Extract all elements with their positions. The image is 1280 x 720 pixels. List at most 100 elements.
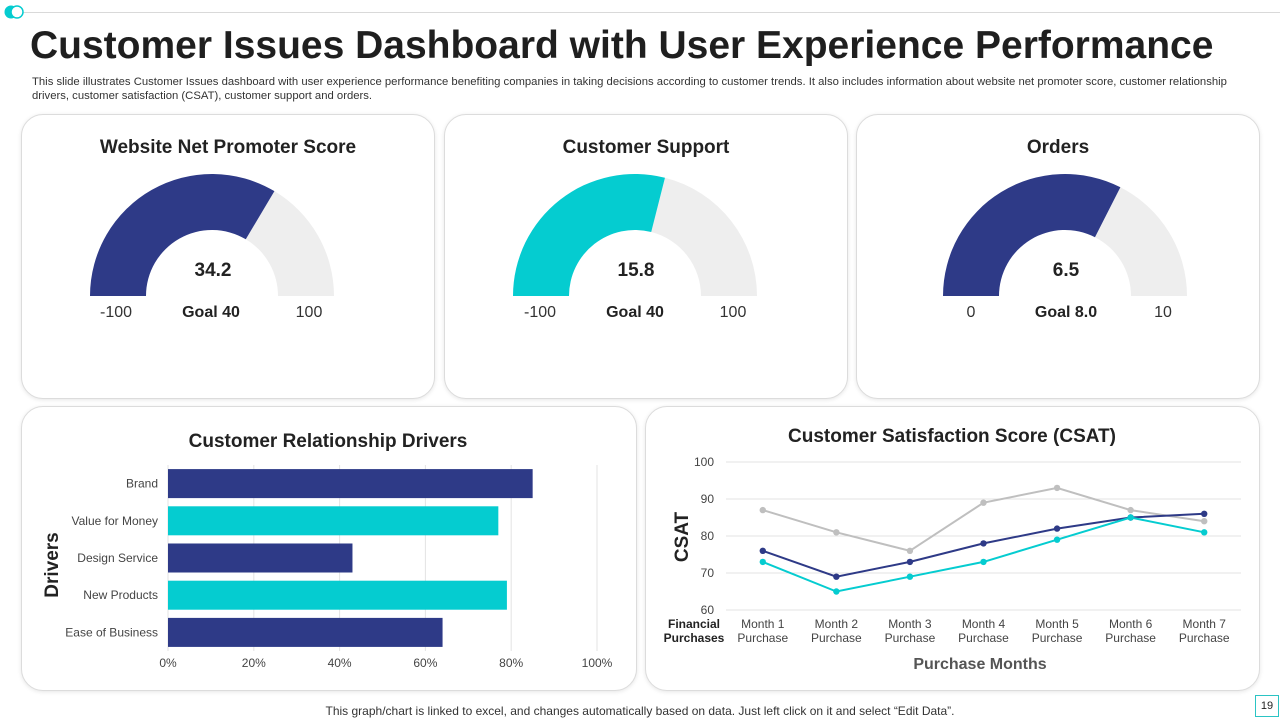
line-y-tick-label: 100 [694, 455, 714, 469]
csat-data-point[interactable] [833, 588, 840, 595]
gauge-title: Customer Support [562, 137, 730, 158]
bar-category-label: Ease of Business [65, 625, 158, 639]
csat-data-point[interactable] [759, 506, 766, 514]
drivers-bar-chart: Customer Relationship Drivers Drivers Br… [42, 431, 613, 670]
line-x-tick-label: Month 3 [888, 617, 932, 631]
csat-data-point[interactable] [980, 499, 987, 506]
bar-category-label: New Products [83, 588, 158, 602]
gauge-min-label: -100 [523, 304, 557, 321]
gauge-card-orders[interactable]: Orders 6.5 Goal 8.0 0 10 [856, 114, 1260, 399]
gauge-min-label: -100 [99, 304, 133, 321]
line-x-tick-label: Month 1 [741, 617, 785, 631]
line-y-tick-label: 60 [701, 603, 715, 617]
csat-data-point[interactable] [759, 547, 766, 554]
csat-data-point[interactable] [1201, 529, 1208, 536]
bar-tick-label: 0% [159, 656, 177, 670]
bar-tick-label: 60% [413, 656, 437, 670]
line-x-tick-label: Month 5 [1035, 617, 1079, 631]
gauge-goal: Goal 40 [182, 304, 240, 321]
line-y-tick-label: 70 [701, 566, 715, 580]
bar-y-axis-title: Drivers [42, 532, 63, 598]
gauge-max-label: 10 [1154, 304, 1172, 321]
gauge-goal: Goal 40 [606, 304, 664, 321]
line-x-tick-label: Purchase [885, 631, 936, 645]
logo-icon [4, 5, 24, 19]
line-x-tick-label: Purchase [958, 631, 1009, 645]
csat-card[interactable]: Customer Satisfaction Score (CSAT) CSAT … [645, 406, 1260, 691]
csat-data-point[interactable] [833, 529, 840, 536]
bar-brand[interactable] [168, 469, 533, 499]
gauge-title: Website Net Promoter Score [99, 137, 357, 158]
bar-value-for-money[interactable] [168, 506, 499, 536]
line-x-tick-label: Month 2 [815, 617, 859, 631]
bar-tick-label: 80% [499, 656, 523, 670]
page-title: Customer Issues Dashboard with User Expe… [30, 24, 1214, 67]
gauge-min-label: 0 [966, 304, 976, 321]
csat-data-point[interactable] [1127, 514, 1134, 521]
bar-ease-of-business[interactable] [168, 617, 443, 647]
line-x-axis-title: Purchase Months [913, 656, 1046, 673]
line-y-axis-title: CSAT [672, 511, 693, 562]
line-y-tick-label: 80 [701, 529, 715, 543]
csat-data-point[interactable] [906, 558, 914, 566]
line-x-tick-label: Month 4 [962, 617, 1006, 631]
csat-data-point[interactable] [980, 540, 987, 547]
page-subtitle: This slide illustrates Customer Issues d… [32, 76, 1227, 102]
bar-category-label: Design Service [77, 551, 158, 565]
gauge-nps-graphic [90, 174, 334, 296]
x-group-label-line1: Financial [668, 617, 720, 631]
gauge-max-label: 100 [295, 304, 323, 321]
gauge-max-label: 100 [719, 304, 747, 321]
csat-data-point[interactable] [759, 558, 766, 566]
top-divider [22, 12, 1280, 13]
bar-category-label: Brand [126, 477, 158, 491]
gauge-title: Orders [1026, 137, 1090, 158]
csat-data-point[interactable] [980, 558, 987, 566]
gauge-support-graphic [513, 174, 757, 296]
page-number: 19 [1255, 695, 1279, 717]
gauge-track [651, 177, 757, 296]
bar-design-service[interactable] [168, 543, 353, 573]
line-x-tick-label: Purchase [1179, 631, 1230, 645]
bar-chart-title: Customer Relationship Drivers [189, 431, 468, 452]
csat-data-point[interactable] [1053, 484, 1061, 492]
csat-data-point[interactable] [833, 573, 840, 580]
gauge-card-nps[interactable]: Website Net Promoter Score 34.2 Goal 40 … [21, 114, 435, 399]
line-chart-title: Customer Satisfaction Score (CSAT) [788, 426, 1116, 447]
csat-data-point[interactable] [1127, 506, 1134, 514]
footer-note: This graph/chart is linked to excel, and… [325, 704, 955, 718]
gauge-fill [943, 173, 1121, 296]
csat-data-point[interactable] [1053, 525, 1061, 532]
gauge-goal: Goal 8.0 [1034, 304, 1098, 321]
csat-data-point[interactable] [1201, 518, 1208, 525]
drivers-card[interactable]: Customer Relationship Drivers Drivers Br… [21, 406, 637, 691]
gauge-fill [513, 174, 665, 296]
gauge-track [1094, 187, 1187, 296]
bar-tick-label: 40% [328, 656, 352, 670]
csat-data-point[interactable] [1201, 510, 1208, 517]
line-x-tick-label: Purchase [811, 631, 862, 645]
bar-category-label: Value for Money [72, 514, 159, 528]
line-x-tick-label: Month 7 [1183, 617, 1227, 631]
csat-data-point[interactable] [1053, 536, 1061, 543]
bar-tick-label: 100% [582, 656, 613, 670]
gauge-value: 6.5 [1052, 260, 1080, 281]
csat-data-point[interactable] [906, 547, 914, 554]
csat-line-chart: Customer Satisfaction Score (CSAT) CSAT … [664, 426, 1241, 673]
gauge-value: 15.8 [617, 260, 655, 281]
bar-new-products[interactable] [168, 580, 507, 610]
gauge-track [245, 191, 334, 296]
line-x-tick-label: Purchase [737, 631, 788, 645]
gauge-card-support[interactable]: Customer Support 15.8 Goal 40 -100 100 [444, 114, 848, 399]
gauge-orders-graphic [943, 173, 1187, 296]
csat-data-point[interactable] [906, 573, 914, 580]
gauge-value: 34.2 [194, 260, 232, 281]
line-y-tick-label: 90 [701, 492, 715, 506]
line-x-tick-label: Month 6 [1109, 617, 1153, 631]
x-group-label-line2: Purchases [664, 631, 725, 645]
bar-tick-label: 20% [242, 656, 266, 670]
gauge-fill [90, 174, 275, 296]
csat-series-line-3 [762, 516, 1205, 593]
line-x-tick-label: Purchase [1105, 631, 1156, 645]
line-x-tick-label: Purchase [1032, 631, 1083, 645]
